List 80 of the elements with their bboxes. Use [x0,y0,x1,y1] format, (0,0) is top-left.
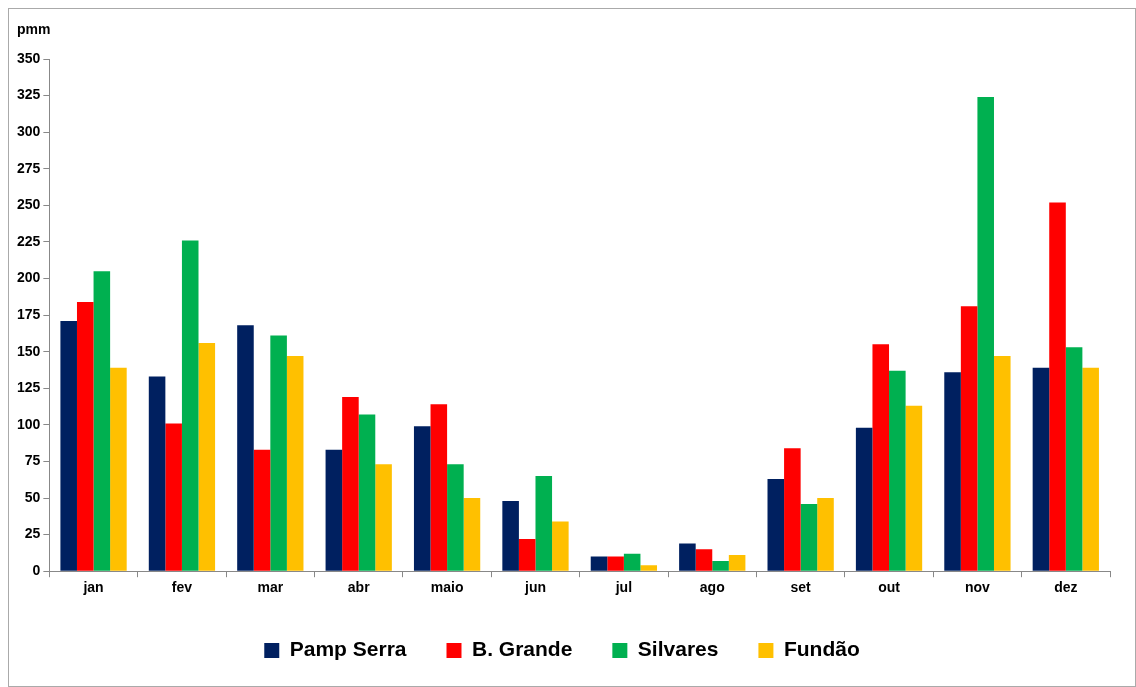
x-tick-label: jun [523,579,546,596]
bar [872,344,890,571]
y-axis-title: pmm [17,20,51,37]
bar [1032,367,1050,571]
bar [728,555,746,571]
bar [623,553,641,571]
bar [817,498,834,571]
bar [1082,367,1099,571]
y-tick-label: 350 [17,49,41,66]
bar [518,539,536,571]
x-tick-label: fev [171,579,193,596]
bar [447,464,464,571]
bar [181,240,199,571]
bar [325,449,343,571]
bar [855,427,873,571]
bar [413,426,431,571]
x-tick-label: jul [614,579,633,596]
bar [800,503,818,571]
bar [375,464,392,571]
bar [502,500,519,571]
legend-label: Fundão [783,637,860,661]
y-tick-label: 25 [24,525,41,542]
x-tick-label: maio [430,579,464,596]
x-tick-label: mar [257,579,284,596]
y-tick-label: 0 [32,562,41,579]
y-tick-label: 100 [17,415,41,432]
y-tick-label: 200 [17,269,41,286]
bar [110,367,127,571]
bar [93,271,111,571]
bar [148,376,166,571]
bar [590,556,608,571]
bar [76,301,94,571]
bar [993,356,1011,571]
bar [712,560,729,571]
bar [679,543,696,571]
bar [165,423,182,571]
y-tick-label: 150 [17,342,41,359]
bar [253,449,271,571]
bar [607,556,624,571]
bar [640,565,658,571]
x-tick-label: dez [1054,579,1078,596]
bar [198,342,216,571]
bar [535,476,553,571]
bar [358,414,376,571]
bar [463,498,481,571]
bar [889,370,906,571]
y-tick-label: 175 [17,305,41,322]
x-tick-label: nov [964,579,991,596]
x-tick-label: set [790,579,812,596]
x-tick-label: out [878,579,901,596]
bar [944,372,961,571]
bar [270,335,287,571]
y-tick-label: 300 [17,123,41,140]
x-tick-label: ago [699,579,725,596]
bar [237,325,254,571]
bar [695,549,713,571]
bar [430,404,448,571]
legend-label: Silvares [637,637,719,661]
bar [905,405,923,571]
bar [1065,347,1083,571]
bar [552,521,569,571]
legend-label: Pamp Serra [289,637,407,661]
y-tick-label: 225 [17,232,41,249]
y-tick-label: 275 [17,159,41,176]
y-tick-label: 250 [17,196,41,213]
bar [342,397,359,571]
bar [286,356,304,571]
bar [767,479,785,571]
bar [60,320,77,571]
bar [960,306,978,571]
x-tick-label: abr [347,579,371,596]
bar [977,97,994,571]
y-tick-label: 50 [24,488,41,505]
y-tick-label: 75 [24,452,41,469]
y-tick-label: 325 [17,86,41,103]
x-tick-label: jan [82,579,104,596]
y-tick-label: 125 [17,379,41,396]
bar [1049,202,1066,571]
bar [784,448,801,571]
legend-label: B. Grande [472,637,573,661]
